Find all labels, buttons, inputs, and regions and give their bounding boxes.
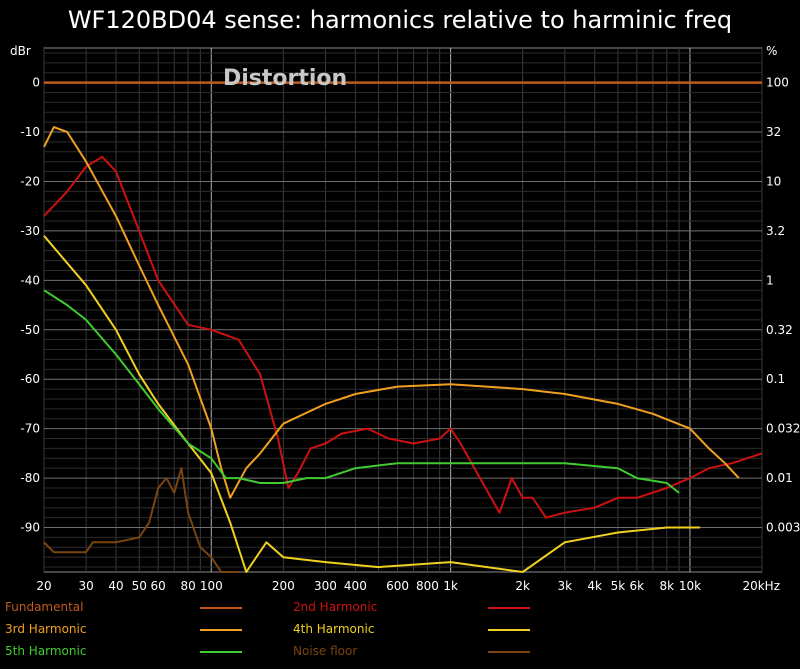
x-tick-label: 1k <box>443 579 458 593</box>
y-tick-label: -60 <box>20 372 40 386</box>
y-right-tick-label: 0.32 <box>766 323 793 337</box>
legend-swatch <box>488 629 530 631</box>
y-tick-label: -30 <box>20 224 40 238</box>
series-line-noise-floor <box>43 467 239 573</box>
legend-swatch <box>488 607 530 609</box>
x-tick-label: 100 <box>200 579 223 593</box>
x-tick-label: 300 <box>314 579 337 593</box>
x-tick-label: 20kHz <box>742 579 780 593</box>
y-tick-label: -70 <box>20 422 40 436</box>
axis-labels: 0 100 -10 32 -20 10 -30 3.2 -40 1 -50 0.32 -60 0.1 -70… <box>20 76 800 593</box>
y-right-tick-label: 0.1 <box>766 372 785 386</box>
distortion-annotation: Distortion <box>223 66 347 91</box>
right-axis-unit: % <box>766 44 777 58</box>
x-tick-label: 6k <box>630 579 645 593</box>
legend-label: Noise floor <box>293 644 358 658</box>
x-tick-label: 800 <box>416 579 439 593</box>
y-tick-label: -40 <box>20 273 40 287</box>
x-tick-label: 60 <box>151 579 166 593</box>
x-tick-label: 600 <box>386 579 409 593</box>
legend-label: 2nd Harmonic <box>293 600 378 614</box>
x-tick-label: 8k <box>659 579 674 593</box>
legend-swatch <box>200 651 242 653</box>
series-lines <box>43 81 763 573</box>
series-line-3rd-harmonic <box>43 126 740 499</box>
x-tick-label: 2k <box>515 579 530 593</box>
x-tick-label: 40 <box>108 579 123 593</box>
legend-label: 3rd Harmonic <box>5 622 87 636</box>
x-tick-label: 50 <box>132 579 147 593</box>
x-tick-label: 3k <box>558 579 573 593</box>
y-right-tick-label: 0.032 <box>766 422 800 436</box>
left-axis-unit: dBr <box>10 44 31 58</box>
series-line-5th-harmonic <box>43 289 680 494</box>
legend-swatch <box>488 651 530 653</box>
y-right-tick-label: 100 <box>766 76 789 90</box>
y-right-tick-label: 3.2 <box>766 224 785 238</box>
y-right-tick-label: 1 <box>766 273 774 287</box>
x-tick-label: 4k <box>587 579 602 593</box>
legend-label: 4th Harmonic <box>293 622 375 636</box>
legend-swatch <box>200 607 242 609</box>
distortion-chart: 0 100 -10 32 -20 10 -30 3.2 -40 1 -50 0.32 -60 0.1 -70… <box>10 44 800 593</box>
x-tick-label: 20 <box>36 579 51 593</box>
y-tick-label: -90 <box>20 521 40 535</box>
chart-title: WF120BD04 sense: harmonics relative to h… <box>67 6 733 34</box>
y-right-tick-label: 10 <box>766 174 781 188</box>
y-tick-label: -20 <box>20 174 40 188</box>
x-tick-label: 5k <box>611 579 626 593</box>
legend-label: 5th Harmonic <box>5 644 87 658</box>
series-line-2nd-harmonic <box>43 155 763 519</box>
series-line-4th-harmonic <box>43 235 700 573</box>
x-tick-label: 400 <box>344 579 367 593</box>
legend-swatch <box>200 629 242 631</box>
x-tick-label: 30 <box>79 579 94 593</box>
legend-label: Fundamental <box>5 600 84 614</box>
x-tick-label: 80 <box>180 579 195 593</box>
y-tick-label: -80 <box>20 471 40 485</box>
x-tick-label: 10k <box>679 579 701 593</box>
y-tick-label: -10 <box>20 125 40 139</box>
x-tick-label: 200 <box>272 579 295 593</box>
y-right-tick-label: 0.01 <box>766 471 793 485</box>
y-tick-label: 0 <box>32 76 40 90</box>
y-tick-label: -50 <box>20 323 40 337</box>
grid-lines <box>43 48 763 572</box>
y-right-tick-label: 32 <box>766 125 781 139</box>
